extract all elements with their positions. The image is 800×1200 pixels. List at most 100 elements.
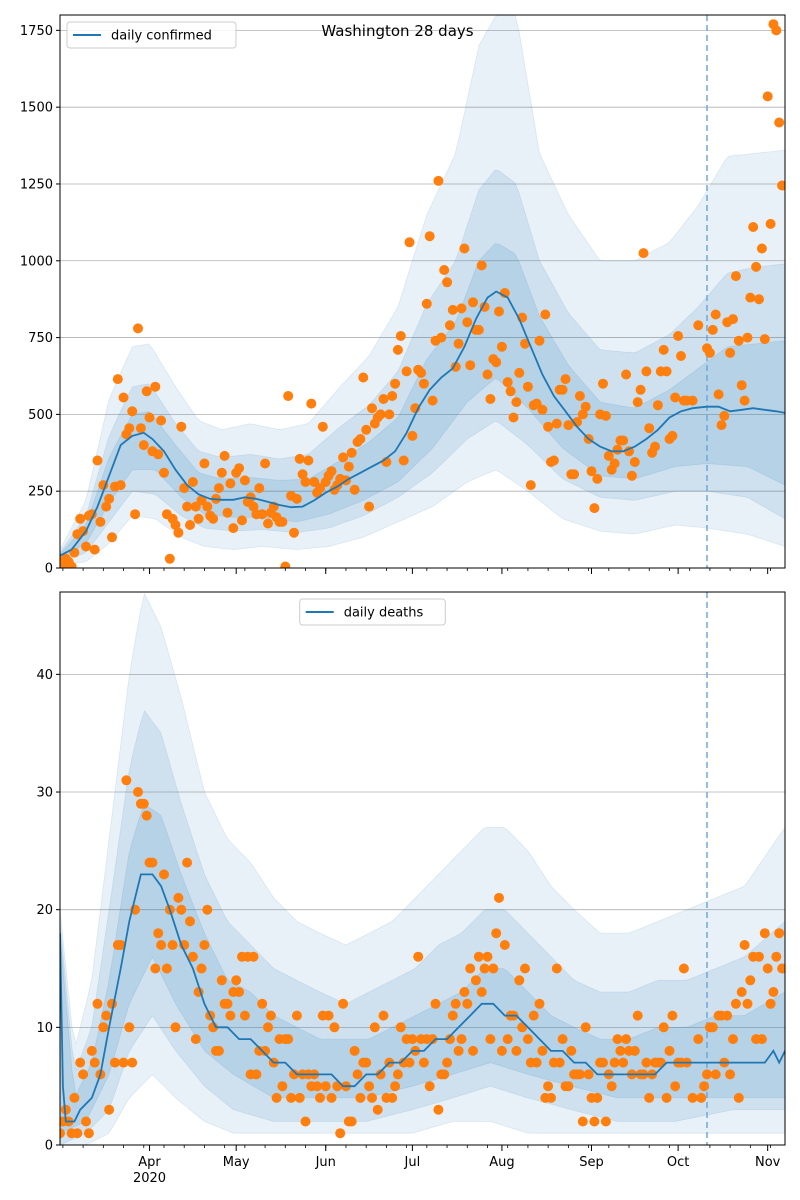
observed-point (687, 1092, 698, 1103)
observed-point (407, 1034, 418, 1045)
observed-point (190, 1034, 201, 1045)
observed-point (592, 1092, 603, 1103)
observed-point (107, 998, 117, 1009)
observed-point (742, 332, 753, 343)
observed-point (704, 347, 715, 358)
observed-point (173, 892, 184, 903)
observed-point (413, 951, 424, 962)
observed-point (710, 1069, 721, 1080)
observed-point (453, 338, 464, 349)
observed-point (147, 857, 158, 868)
observed-point (144, 412, 155, 423)
observed-point (283, 1034, 294, 1045)
observed-point (199, 940, 210, 950)
observed-point (176, 904, 187, 915)
observed-point (557, 1034, 568, 1045)
legend: daily deaths (299, 598, 446, 626)
observed-point (638, 248, 649, 259)
observed-point (618, 435, 629, 446)
observed-point (78, 526, 89, 537)
observed-point (537, 1045, 548, 1056)
observed-point (641, 366, 652, 377)
observed-point (387, 1092, 398, 1103)
observed-point (225, 478, 236, 489)
observed-point (104, 493, 115, 504)
observed-point (450, 361, 461, 372)
observed-point (326, 1092, 337, 1103)
observed-point (216, 975, 227, 986)
observed-point (754, 951, 764, 962)
observed-point (459, 243, 470, 254)
observed-point (673, 331, 684, 341)
observed-point (609, 458, 620, 469)
x-tick-label: Jul (404, 1155, 421, 1170)
observed-point (771, 25, 782, 36)
observed-point (436, 332, 447, 343)
observed-point (730, 998, 741, 1009)
observed-point (81, 541, 91, 552)
observed-point (367, 1092, 377, 1103)
observed-point (263, 518, 273, 529)
observed-point (560, 374, 571, 385)
observed-point (626, 470, 637, 481)
observed-point (482, 951, 493, 962)
observed-point (577, 409, 588, 420)
observed-point (468, 297, 478, 308)
observed-point (739, 395, 750, 406)
observed-point (522, 1034, 533, 1045)
observed-point (335, 1128, 346, 1139)
observed-point (392, 1069, 403, 1080)
observed-point (482, 369, 493, 380)
observed-point (89, 544, 100, 555)
y-tick-label: 40 (36, 668, 53, 683)
observed-point (476, 260, 487, 271)
observed-point (456, 303, 467, 314)
observed-point (72, 1128, 83, 1139)
observed-point (185, 916, 195, 927)
axes-frame (59, 14, 786, 569)
x-tick-label: May (223, 1155, 250, 1170)
observed-point (297, 469, 308, 480)
observed-point (774, 928, 785, 939)
observed-point (121, 775, 132, 786)
observed-point (473, 324, 484, 335)
observed-point (629, 457, 640, 467)
observed-point (759, 928, 770, 939)
observed-point (551, 963, 562, 974)
observed-point (658, 1022, 669, 1033)
prediction-interval-95-band (60, 592, 785, 1145)
observed-point (161, 963, 172, 974)
observed-point (621, 369, 632, 380)
observed-point (364, 1081, 375, 1092)
observed-point (468, 1045, 478, 1056)
observed-point (574, 391, 585, 401)
observed-point (300, 1116, 311, 1127)
observed-point (600, 410, 611, 421)
observed-point (222, 998, 233, 1009)
x-tick-label: Apr (138, 1155, 161, 1170)
observed-point (728, 314, 738, 325)
observed-point (450, 998, 461, 1009)
observed-point (248, 501, 259, 512)
observed-point (98, 1022, 109, 1033)
observed-point (618, 1057, 629, 1068)
observed-point (488, 963, 499, 974)
observed-point (60, 1128, 65, 1139)
observed-point (75, 513, 86, 524)
observed-point (514, 975, 525, 986)
observed-point (687, 395, 698, 406)
observed-point (159, 869, 169, 880)
observed-point (462, 317, 473, 328)
legend: daily confirmed (66, 21, 237, 49)
observed-point (754, 294, 764, 305)
observed-point (520, 338, 530, 349)
observed-point (733, 335, 744, 346)
observed-point (531, 1057, 542, 1068)
observed-point (566, 1045, 577, 1056)
observed-point (476, 987, 487, 997)
observed-point (424, 1081, 435, 1092)
observed-point (756, 243, 767, 254)
observed-point (693, 320, 704, 331)
observed-point (548, 455, 559, 466)
